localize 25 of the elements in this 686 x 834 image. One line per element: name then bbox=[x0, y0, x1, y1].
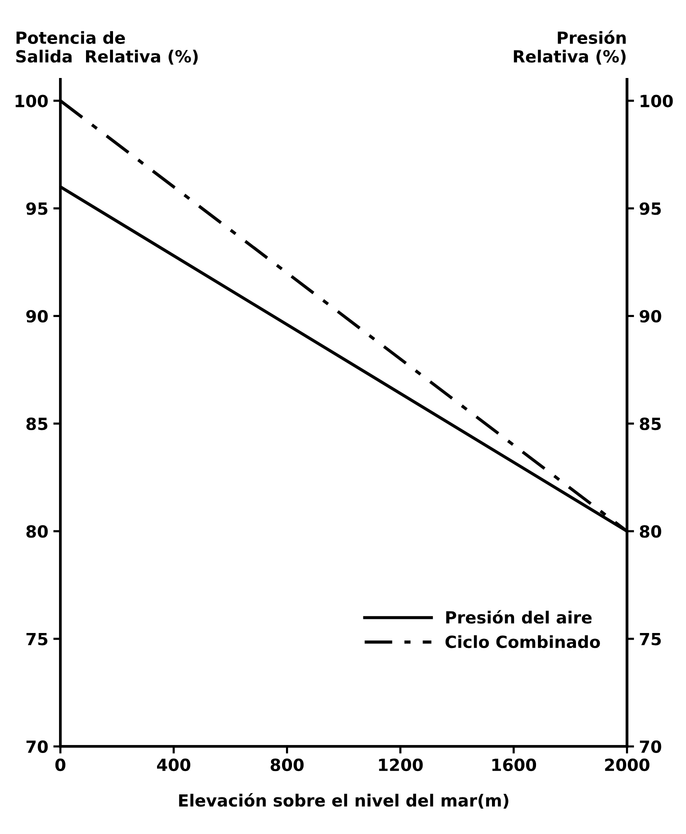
y-axis-title: Potencia de Salida Relativa (%) bbox=[16, 31, 198, 65]
y-tick-label: 100 bbox=[16, 94, 48, 108]
x-tick-label: 2000 bbox=[605, 758, 650, 772]
y2-tick-label: 75 bbox=[640, 633, 661, 646]
x-tick-label: 400 bbox=[157, 758, 190, 772]
x-tick-label: 0 bbox=[55, 758, 66, 772]
x-tick-label: 1600 bbox=[492, 758, 536, 772]
y-tick-label: 75 bbox=[26, 633, 48, 646]
y2-tick-label: 80 bbox=[640, 525, 662, 538]
y-tick-label: 80 bbox=[26, 525, 48, 538]
y2-tick-label: 95 bbox=[640, 202, 661, 215]
y2-tick-label: 100 bbox=[640, 94, 673, 108]
y-tick-label: 90 bbox=[26, 310, 48, 323]
legend-label: Presión del aire bbox=[446, 610, 592, 624]
y-tick-label: 95 bbox=[26, 202, 48, 215]
y-tick-label: 85 bbox=[26, 418, 48, 430]
legend-label: Ciclo Combinado bbox=[446, 635, 600, 648]
x-axis-title: Elevación sobre el nivel del mar(m) bbox=[179, 793, 508, 809]
y2-axis-title: Presión Relativa (%) bbox=[514, 30, 626, 65]
x-tick-label: 800 bbox=[270, 758, 304, 772]
y2-tick-label: 90 bbox=[640, 310, 662, 323]
y-tick-label: 70 bbox=[26, 740, 48, 753]
y2-tick-label: 70 bbox=[640, 740, 662, 753]
y2-tick-label: 85 bbox=[640, 418, 661, 430]
x-tick-label: 1200 bbox=[379, 758, 423, 772]
